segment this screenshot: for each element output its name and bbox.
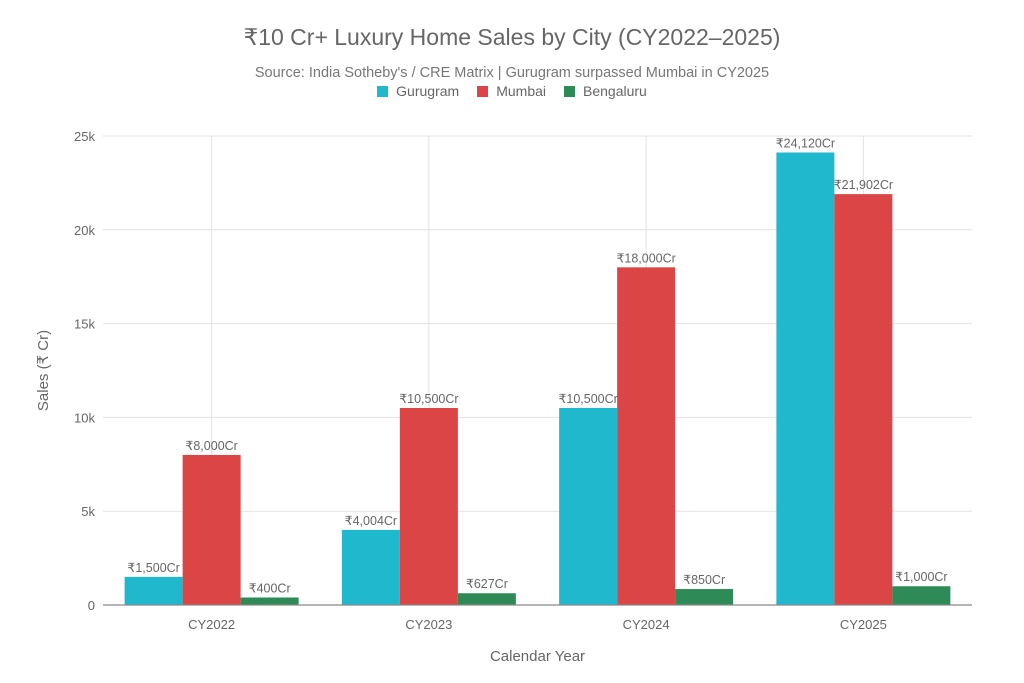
data-label: ₹8,000Cr <box>185 439 237 453</box>
bar-mumbai-cy2023 <box>399 408 458 605</box>
y-tick-label: 5k <box>81 504 95 519</box>
x-tick-label: CY2022 <box>188 617 235 632</box>
legend: Gurugram Mumbai Bengaluru <box>0 83 1024 99</box>
chart-subtitle: Source: India Sotheby's / CRE Matrix | G… <box>254 65 770 81</box>
data-label: ₹24,120Cr <box>776 137 835 151</box>
chart-title: ₹10 Cr+ Luxury Home Sales by City (CY202… <box>243 24 781 50</box>
data-label: ₹850Cr <box>683 573 725 587</box>
x-tick-label: CY2024 <box>623 617 670 632</box>
legend-label: Mumbai <box>496 83 546 99</box>
bar-gurugram-cy2023 <box>341 529 400 605</box>
bar-bengaluru-cy2024 <box>675 589 734 605</box>
legend-item-mumbai[interactable]: Mumbai <box>477 83 546 99</box>
bar-mumbai-cy2022 <box>182 454 241 605</box>
legend-swatch <box>564 85 575 97</box>
data-label: ₹10,500Cr <box>558 392 617 406</box>
x-tick-label: CY2025 <box>840 617 887 632</box>
bar-mumbai-cy2025 <box>834 194 893 606</box>
y-tick-label: 15k <box>74 317 95 332</box>
bar-gurugram-cy2025 <box>776 152 835 606</box>
bar-gurugram-cy2022 <box>124 576 183 605</box>
data-label: ₹10,500Cr <box>399 392 458 406</box>
y-tick-label: 20k <box>74 223 95 238</box>
y-axis-title: Sales (₹ Cr) <box>35 330 52 411</box>
data-label: ₹1,000Cr <box>895 570 947 584</box>
y-tick-label: 10k <box>74 410 95 425</box>
data-label: ₹4,004Cr <box>345 514 397 528</box>
x-axis-title: Calendar Year <box>490 648 585 665</box>
bar-bengaluru-cy2025 <box>892 586 951 605</box>
legend-swatch <box>377 85 389 97</box>
y-tick-label: 0 <box>88 598 95 613</box>
legend-swatch <box>477 85 489 97</box>
bar-bengaluru-cy2022 <box>240 597 299 605</box>
legend-item-gurugram[interactable]: Gurugram <box>377 83 459 99</box>
data-label: ₹400Cr <box>249 581 291 595</box>
legend-label: Gurugram <box>396 83 460 99</box>
y-tick-label: 25k <box>74 129 95 144</box>
legend-label: Bengaluru <box>583 83 647 99</box>
bar-gurugram-cy2024 <box>559 408 618 605</box>
data-label: ₹627Cr <box>466 577 508 591</box>
legend-item-bengaluru[interactable]: Bengaluru <box>564 83 647 99</box>
data-label: ₹18,000Cr <box>616 251 675 265</box>
data-label: ₹21,902Cr <box>834 178 893 192</box>
x-tick-label: CY2023 <box>405 617 452 632</box>
data-label: ₹1,500Cr <box>127 561 179 575</box>
bar-bengaluru-cy2023 <box>457 593 516 605</box>
bar-mumbai-cy2024 <box>617 267 676 605</box>
